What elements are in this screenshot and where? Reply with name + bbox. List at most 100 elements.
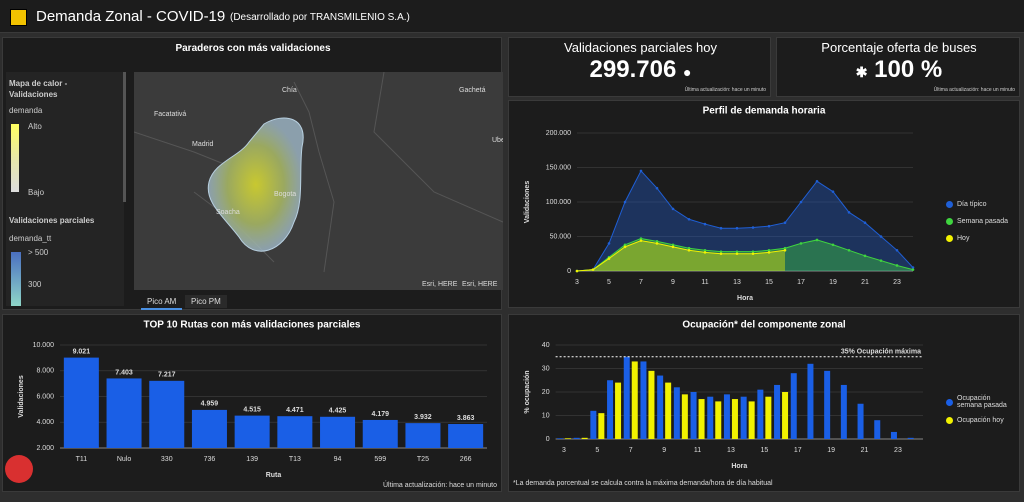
roads — [134, 72, 503, 273]
point — [687, 249, 691, 252]
legend-item: Semana pasada — [946, 218, 1011, 225]
x-tick-label: 15 — [765, 279, 773, 286]
point — [831, 190, 835, 193]
x-tick-label: 13 — [733, 279, 741, 286]
y-tick-label: 150.000 — [546, 164, 571, 171]
x-tick-label: 5 — [607, 279, 611, 286]
bar — [782, 392, 789, 439]
bar — [665, 382, 672, 439]
point — [847, 249, 851, 252]
point — [799, 200, 803, 204]
x-tick-label: 17 — [797, 279, 805, 286]
bar — [707, 396, 714, 439]
bar — [698, 399, 705, 439]
legend-mid: 300 — [28, 280, 42, 289]
bar — [640, 361, 647, 439]
y-tick-label: 50.000 — [550, 233, 572, 240]
app-button[interactable] — [5, 455, 33, 483]
area — [577, 238, 913, 271]
y-tick-label: 10 — [542, 412, 550, 419]
point — [767, 224, 771, 228]
bar — [857, 403, 864, 439]
x-tick-label: 139 — [246, 456, 258, 463]
legend-swatch — [946, 417, 953, 424]
map-panel: Paraderos con más validaciones Mapa de c… — [2, 37, 503, 310]
bar — [106, 378, 142, 448]
y-tick-label: 2.000 — [36, 445, 54, 452]
x-tick-label: 3 — [562, 447, 566, 454]
point — [799, 242, 803, 245]
attribution: Esri, HERE — [462, 281, 498, 288]
bar — [790, 373, 797, 439]
map[interactable]: Chía Gachetá Facatativá Madrid Bogota Soacha U… — [134, 72, 503, 290]
bar — [907, 437, 914, 439]
x-tick-label: 9 — [671, 279, 675, 286]
bar — [149, 380, 185, 448]
value: 100 % — [874, 56, 943, 83]
legend-label: Ocupación hoy — [957, 417, 1004, 424]
point — [671, 245, 675, 249]
bar — [631, 361, 638, 439]
point — [687, 246, 691, 250]
bar — [590, 410, 597, 439]
y-axis-label: % ocupación — [524, 370, 531, 413]
bar — [362, 419, 398, 448]
indicator-note: Última actualización: hace un minuto — [684, 87, 766, 93]
legend-field2: demanda_tt — [9, 234, 52, 243]
scrollbar[interactable] — [123, 72, 126, 202]
legend-title2: Validaciones parciales — [9, 216, 95, 225]
occupancy-panel: Ocupación* del componente zonal % ocupaci… — [508, 314, 1020, 492]
point — [623, 243, 627, 247]
point — [767, 251, 771, 254]
indicator: Validaciones parciales hoy 299.706 ● Últ… — [508, 37, 771, 97]
bar — [277, 416, 313, 448]
point — [671, 207, 675, 211]
header: Demanda Zonal - COVID-19 (Desarrollado p… — [0, 0, 1024, 33]
bar — [715, 401, 722, 439]
bar — [623, 356, 630, 439]
bar — [648, 370, 655, 439]
point — [751, 226, 755, 229]
bar — [607, 380, 614, 439]
legend-low: Bajo — [28, 188, 45, 197]
x-tick-label: 19 — [827, 447, 835, 454]
area — [577, 170, 913, 271]
x-tick-label: T25 — [417, 456, 429, 463]
point — [751, 252, 755, 256]
point — [623, 245, 627, 249]
point — [847, 211, 851, 214]
map-legend: Mapa de calor - Validaciones demanda Alt… — [6, 72, 124, 306]
point — [655, 242, 659, 245]
y-tick-label: 4.000 — [36, 419, 54, 426]
chart: Ocupación* del componente zonal % ocupaci… — [513, 320, 923, 487]
point — [783, 221, 787, 224]
x-tick-label: Nulo — [117, 456, 132, 463]
bar — [598, 413, 605, 439]
chart: TOP 10 Rutas con más validaciones parcia… — [18, 320, 497, 489]
tab-am[interactable]: Pico AM — [141, 295, 183, 310]
map-label: Madrid — [192, 141, 214, 148]
legend-label: Hoy — [957, 235, 970, 242]
y-tick-label: 0 — [567, 268, 571, 275]
map-label: Ube — [492, 137, 503, 144]
point — [639, 169, 643, 173]
point — [735, 226, 739, 230]
bar — [191, 409, 227, 448]
point — [719, 250, 723, 253]
point — [783, 246, 787, 250]
legend-swatch — [946, 398, 953, 406]
x-tick-label: 21 — [861, 279, 869, 286]
value-label: 7.217 — [158, 372, 176, 379]
point — [703, 222, 707, 226]
tab-pm[interactable]: Pico PM — [185, 295, 227, 308]
point — [575, 269, 579, 273]
point — [687, 217, 691, 221]
value-label: 3.863 — [457, 415, 475, 422]
x-tick-label: 7 — [639, 279, 643, 286]
legend-item: Ocupación hoy — [946, 417, 1011, 424]
point — [703, 251, 707, 254]
point — [815, 180, 819, 183]
value-label: 9.021 — [73, 348, 91, 355]
x-tick-label: 11 — [694, 447, 701, 454]
map-label: Bogota — [274, 191, 296, 198]
